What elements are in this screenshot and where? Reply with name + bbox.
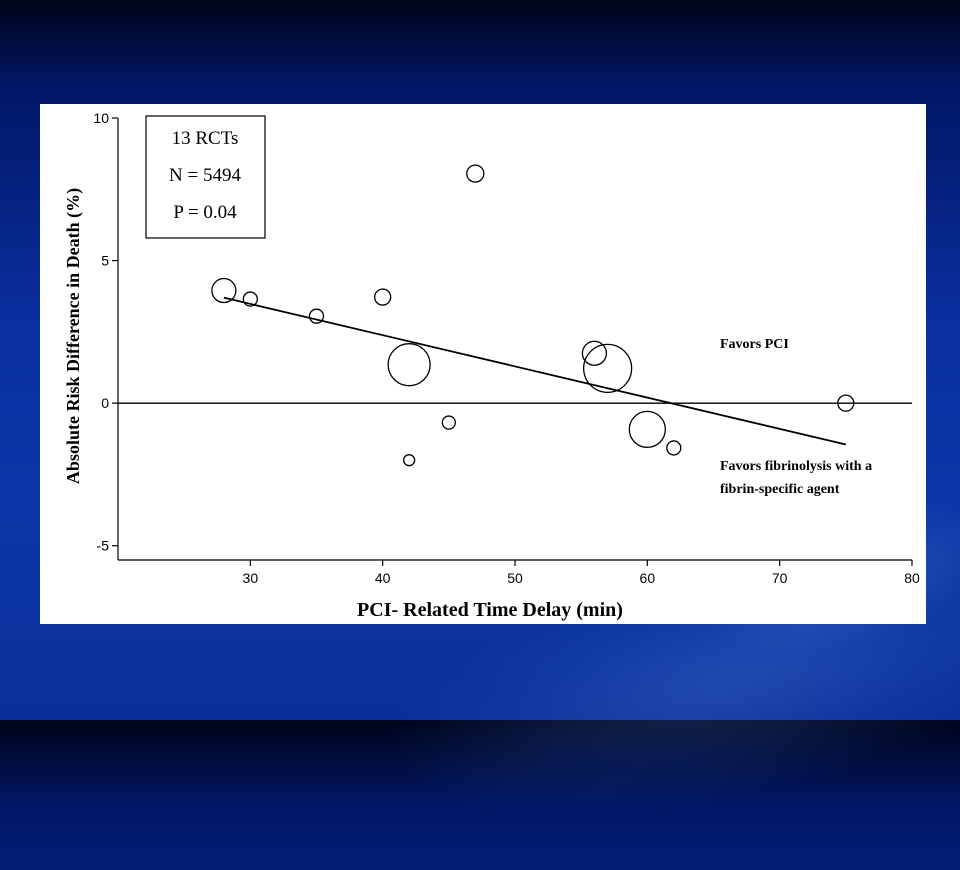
data-point	[242, 291, 258, 307]
x-tick-label: 40	[375, 570, 391, 586]
stats-box-frame	[145, 115, 266, 239]
data-point	[402, 454, 416, 467]
data-point	[387, 343, 431, 387]
regression-line	[223, 296, 847, 446]
y-axis-title: Absolute Risk Difference in Death (%)	[63, 188, 84, 484]
stats-box-line-2: N = 5494	[169, 165, 241, 186]
data-point	[211, 277, 237, 304]
data-point	[308, 308, 325, 324]
y-ticks: 10 5 0 -5	[93, 110, 118, 554]
annotation-favors-fibrinolysis-line-2: fibrin-specific agent	[720, 482, 840, 497]
chart-panel: 10 5 0 -5 30 40 50 60 70 80 13 RCTs N = 5494 P =…	[40, 104, 926, 624]
y-tick-label: 0	[101, 395, 109, 411]
data-point	[374, 288, 392, 306]
annotation-favors-pci: Favors PCI	[720, 337, 789, 352]
y-tick-label: -5	[97, 538, 110, 554]
data-points	[211, 164, 855, 467]
annotation-favors-fibrinolysis-line-1: Favors fibrinolysis with a	[720, 459, 872, 474]
data-point	[581, 340, 608, 366]
x-ticks: 30 40 50 60 70 80	[243, 560, 920, 586]
y-tick-label: 5	[101, 253, 109, 269]
y-tick-label: 10	[93, 110, 109, 126]
data-point	[582, 343, 633, 394]
x-tick-label: 60	[640, 570, 656, 586]
stats-box: 13 RCTs N = 5494 P = 0.04	[145, 115, 266, 239]
x-axis-title: PCI- Related Time Delay (min)	[357, 599, 623, 621]
x-tick-label: 80	[904, 570, 920, 586]
data-point	[666, 440, 682, 456]
data-point	[441, 415, 456, 430]
stats-box-line-1: 13 RCTs	[172, 128, 239, 149]
x-tick-label: 30	[243, 570, 259, 586]
data-point	[837, 394, 855, 412]
data-point	[628, 410, 666, 449]
data-point	[466, 164, 485, 183]
x-tick-label: 70	[772, 570, 788, 586]
stats-box-line-3: P = 0.04	[173, 202, 237, 223]
x-tick-label: 50	[507, 570, 523, 586]
